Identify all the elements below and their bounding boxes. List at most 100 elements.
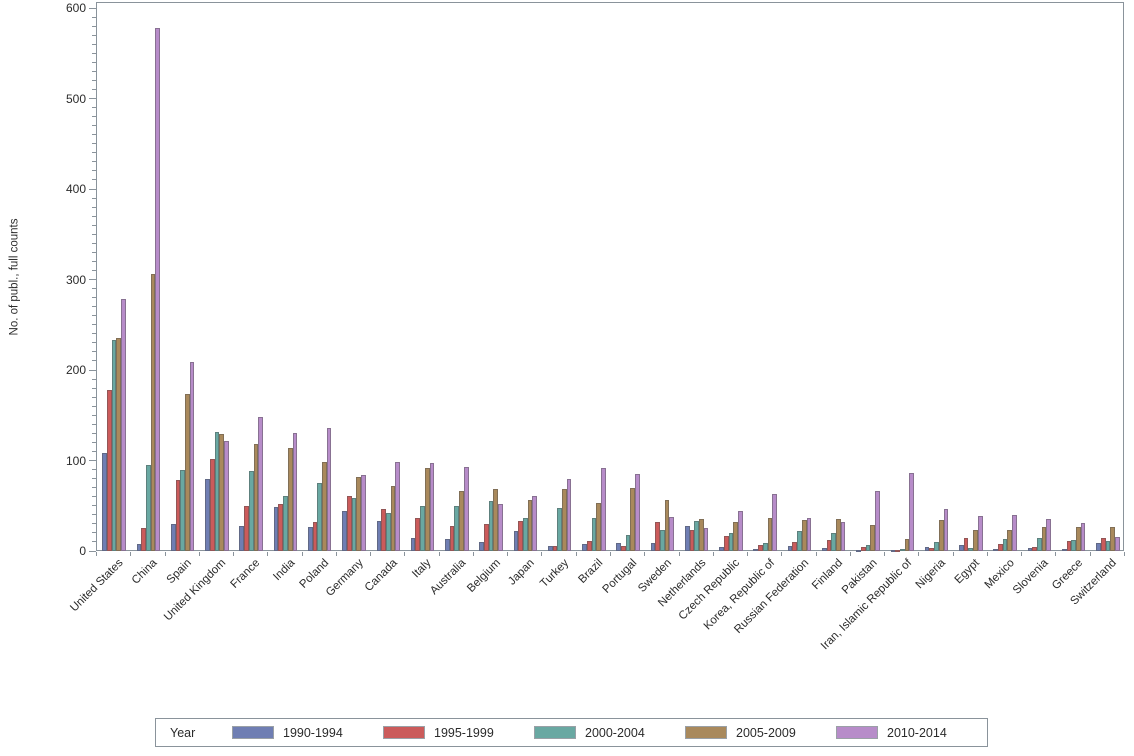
bar [733, 522, 738, 551]
bar [223, 440, 229, 551]
bar [102, 453, 108, 551]
bar [1110, 526, 1115, 551]
x-category-label: Belgium [464, 557, 503, 595]
bar [660, 530, 665, 551]
bar [973, 530, 978, 551]
bar [831, 532, 837, 551]
y-minor-tick [92, 134, 96, 136]
bar [694, 521, 699, 551]
bar [836, 519, 841, 551]
y-major-tick [89, 550, 96, 552]
x-boundary-tick [712, 552, 714, 556]
x-category-label: Brazil [576, 557, 606, 586]
x-boundary-tick [747, 552, 749, 556]
bar [600, 467, 606, 551]
bar [420, 505, 425, 551]
y-minor-tick [92, 432, 96, 434]
y-minor-tick [92, 342, 96, 344]
bar [385, 512, 391, 551]
bar [253, 444, 259, 551]
legend-item-label: 1995-1999 [434, 725, 494, 740]
y-minor-tick [92, 315, 96, 317]
bar [459, 491, 464, 551]
bar [616, 542, 622, 551]
y-minor-tick [92, 61, 96, 63]
bar [317, 483, 323, 551]
y-minor-tick [92, 269, 96, 271]
bar [934, 541, 939, 551]
bar [650, 542, 656, 551]
bar [463, 466, 469, 551]
bar [513, 531, 519, 551]
x-boundary-tick [370, 552, 372, 556]
bar [1036, 538, 1042, 551]
y-minor-tick [92, 152, 96, 154]
x-category-label: Nigeria [913, 557, 949, 592]
bar [899, 549, 905, 552]
bar [1080, 522, 1086, 551]
x-boundary-tick [507, 552, 509, 556]
bar [484, 523, 489, 551]
bar [806, 517, 812, 551]
bar [669, 516, 675, 551]
y-axis-title-box: No. of publ., full counts [0, 0, 28, 553]
bar [214, 432, 220, 551]
x-boundary-tick [541, 552, 543, 556]
y-minor-tick [92, 324, 96, 326]
bar [968, 548, 974, 551]
bar [141, 528, 147, 551]
x-boundary-tick [198, 552, 200, 556]
y-major-tick [89, 460, 96, 461]
bar [591, 517, 597, 551]
bar [753, 549, 759, 552]
x-boundary-tick [404, 552, 406, 556]
bar [860, 547, 866, 551]
bar [792, 541, 798, 551]
bar [840, 522, 846, 551]
y-major-tick [89, 188, 96, 190]
bar [445, 539, 450, 551]
bar [312, 522, 318, 551]
y-minor-tick [92, 487, 96, 489]
y-minor-tick [92, 523, 96, 525]
y-minor-tick [92, 505, 96, 507]
bar [630, 487, 636, 551]
x-boundary-tick [986, 552, 988, 556]
y-minor-tick [92, 378, 96, 380]
y-tick-label: 200 [65, 363, 86, 377]
x-category-label: United States [68, 557, 126, 615]
bar [116, 338, 122, 551]
bar [346, 495, 352, 551]
bar [826, 540, 832, 551]
bar [582, 543, 587, 551]
bar [703, 528, 709, 551]
x-boundary-tick [335, 552, 337, 556]
legend-item-label: 2005-2009 [736, 725, 796, 740]
bar [719, 547, 724, 551]
bar [150, 274, 156, 551]
y-minor-tick [92, 179, 96, 181]
y-tick-label: 300 [65, 272, 86, 287]
bar [890, 550, 896, 553]
bar [307, 526, 313, 551]
bar [532, 495, 538, 551]
plot-area [96, 2, 1124, 553]
legend-item: 1995-1999 [383, 726, 534, 740]
bar [273, 506, 279, 551]
y-minor-tick [92, 88, 96, 90]
bar [185, 394, 190, 551]
bar [429, 463, 435, 551]
bar [801, 520, 807, 551]
bar [875, 491, 880, 551]
legend-item: 2005-2009 [685, 726, 836, 740]
bar [943, 509, 949, 551]
legend-item: 1990-1994 [232, 726, 383, 740]
bar [219, 434, 224, 551]
bar [121, 299, 126, 551]
x-boundary-tick [849, 552, 851, 556]
bar [415, 518, 421, 551]
bar [699, 519, 704, 551]
y-minor-tick [92, 478, 96, 480]
bar [797, 531, 802, 551]
